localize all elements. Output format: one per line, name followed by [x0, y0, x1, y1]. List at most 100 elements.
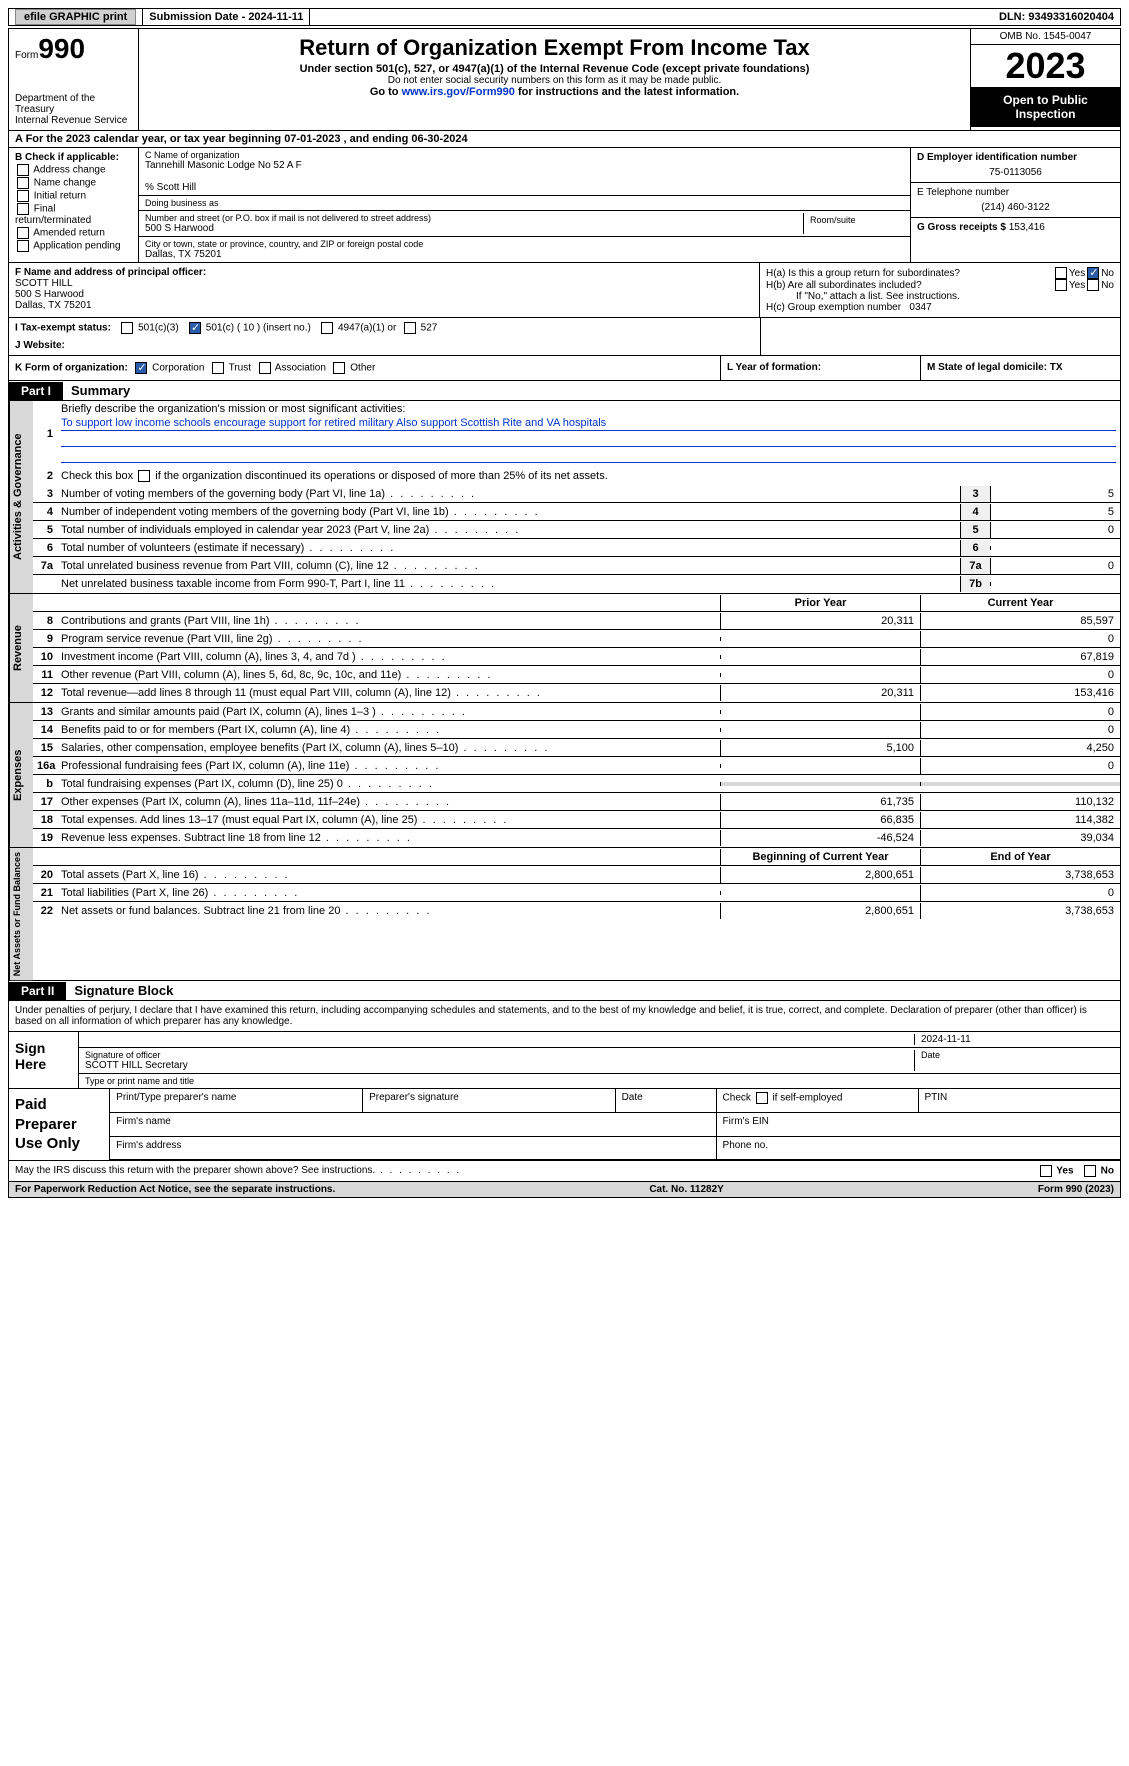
officer-label: F Name and address of principal officer: [15, 267, 753, 278]
chk-address-change[interactable]: Address change [15, 164, 132, 176]
chk-self-employed[interactable] [756, 1092, 768, 1104]
hb-question: H(b) Are all subordinates included? [766, 280, 1053, 291]
chk-trust[interactable] [212, 362, 224, 374]
summary-governance: Activities & Governance 1 Briefly descri… [8, 401, 1121, 594]
dept-label: Department of the Treasury Internal Reve… [15, 93, 132, 126]
chk-501c[interactable] [189, 322, 201, 334]
prep-sig-label: Preparer's signature [363, 1089, 615, 1113]
part2-tag: Part II [9, 982, 66, 1000]
part2-header: Part II Signature Block [8, 981, 1121, 1001]
mission-label: Briefly describe the organization's miss… [61, 403, 405, 415]
efile-button[interactable]: efile GRAPHIC print [15, 9, 136, 25]
chk-corp[interactable] [135, 362, 147, 374]
chk-assoc[interactable] [259, 362, 271, 374]
mission-text: To support low income schools encourage … [61, 417, 1116, 431]
form-label: Form [15, 50, 38, 61]
summary-row: bTotal fundraising expenses (Part IX, co… [33, 775, 1120, 793]
summary-row: 10Investment income (Part VIII, column (… [33, 648, 1120, 666]
summary-row: 17Other expenses (Part IX, column (A), l… [33, 793, 1120, 811]
phone-label: Phone no. [716, 1136, 1120, 1159]
form-id-box: Form990 Department of the Treasury Inter… [9, 29, 139, 130]
hb-no[interactable] [1087, 279, 1099, 291]
col-d-numbers: D Employer identification number 75-0113… [910, 148, 1120, 262]
summary-row: 16aProfessional fundraising fees (Part I… [33, 757, 1120, 775]
summary-row: 18Total expenses. Add lines 13–17 (must … [33, 811, 1120, 829]
form-title: Return of Organization Exempt From Incom… [147, 35, 962, 61]
city-state-zip: Dallas, TX 75201 [145, 249, 904, 260]
officer-addr1: 500 S Harwood [15, 289, 753, 300]
discuss-no[interactable] [1084, 1165, 1096, 1177]
goto-suffix: for instructions and the latest informat… [515, 86, 739, 98]
hdr-prior-year: Prior Year [720, 595, 920, 611]
part2-title: Signature Block [66, 981, 181, 1000]
summary-row: 13Grants and similar amounts paid (Part … [33, 703, 1120, 721]
ein-label: D Employer identification number [917, 152, 1114, 163]
discuss-yes[interactable] [1040, 1165, 1052, 1177]
chk-final-return[interactable]: Final return/terminated [15, 203, 132, 226]
org-name: Tannehill Masonic Lodge No 52 A F [145, 160, 904, 171]
prep-date-label: Date [615, 1089, 716, 1113]
ha-yes[interactable] [1055, 267, 1067, 279]
gross-label: G Gross receipts $ [917, 222, 1006, 233]
hdr-beginning: Beginning of Current Year [720, 849, 920, 865]
date-label: Date [921, 1050, 1114, 1060]
chk-discontinued[interactable] [138, 470, 150, 482]
summary-row: 5Total number of individuals employed in… [33, 521, 1120, 539]
summary-net-assets: Net Assets or Fund Balances Beginning of… [8, 848, 1121, 981]
chk-527[interactable] [404, 322, 416, 334]
top-bar: efile GRAPHIC print Submission Date - 20… [8, 8, 1121, 26]
ssn-note: Do not enter social security numbers on … [147, 75, 962, 86]
dln: DLN: 93493316020404 [993, 9, 1120, 25]
summary-row: 12Total revenue—add lines 8 through 11 (… [33, 684, 1120, 702]
prep-name-label: Print/Type preparer's name [110, 1089, 362, 1113]
sign-here-label: Sign Here [9, 1032, 79, 1088]
form-number: 990 [38, 33, 85, 64]
room-label: Room/suite [804, 213, 904, 234]
open-inspection: Open to Public Inspection [971, 87, 1120, 127]
chk-name-change[interactable]: Name change [15, 177, 132, 189]
part1-tag: Part I [9, 382, 63, 400]
hc-label: H(c) Group exemption number [766, 302, 901, 313]
chk-amended-return[interactable]: Amended return [15, 227, 132, 239]
state-domicile: M State of legal domicile: TX [927, 362, 1063, 373]
omb-number: OMB No. 1545-0047 [971, 29, 1120, 45]
tel-label: E Telephone number [917, 187, 1114, 198]
care-of: % Scott Hill [145, 182, 904, 193]
hdr-end: End of Year [920, 849, 1120, 865]
form-subtitle: Under section 501(c), 527, or 4947(a)(1)… [147, 63, 962, 75]
perjury-statement: Under penalties of perjury, I declare th… [8, 1001, 1121, 1032]
chk-4947[interactable] [321, 322, 333, 334]
preparer-table: Print/Type preparer's name Preparer's si… [110, 1089, 1120, 1160]
vlabel-net: Net Assets or Fund Balances [9, 848, 33, 980]
line2-text: Check this box if the organization disco… [61, 470, 608, 482]
footer-row: For Paperwork Reduction Act Notice, see … [8, 1182, 1121, 1198]
dba-label: Doing business as [145, 198, 904, 208]
form-org-label: K Form of organization: [15, 363, 128, 374]
submission-date: Submission Date - 2024-11-11 [143, 9, 310, 25]
gross-value: 153,416 [1009, 222, 1045, 233]
discuss-row: May the IRS discuss this return with the… [8, 1161, 1121, 1182]
chk-initial-return[interactable]: Initial return [15, 190, 132, 202]
chk-501c3[interactable] [121, 322, 133, 334]
summary-row: 9Program service revenue (Part VIII, lin… [33, 630, 1120, 648]
summary-row: 21Total liabilities (Part X, line 26)0 [33, 884, 1120, 902]
ha-no[interactable] [1087, 267, 1099, 279]
summary-expenses: Expenses 13Grants and similar amounts pa… [8, 703, 1121, 848]
part1-title: Summary [63, 381, 138, 400]
website-label: J Website: [15, 340, 65, 351]
irs-link[interactable]: www.irs.gov/Form990 [402, 86, 515, 98]
officer-addr2: Dallas, TX 75201 [15, 300, 753, 311]
summary-row: 19Revenue less expenses. Subtract line 1… [33, 829, 1120, 847]
summary-row: 8Contributions and grants (Part VIII, li… [33, 612, 1120, 630]
form-id-foot: Form 990 (2023) [1038, 1184, 1114, 1195]
firm-name-label: Firm's name [110, 1113, 716, 1136]
ha-question: H(a) Is this a group return for subordin… [766, 268, 1053, 279]
year-box: OMB No. 1545-0047 2023 Open to Public In… [970, 29, 1120, 130]
summary-row: 22Net assets or fund balances. Subtract … [33, 902, 1120, 920]
hb-yes[interactable] [1055, 279, 1067, 291]
chk-other[interactable] [333, 362, 345, 374]
discuss-question: May the IRS discuss this return with the… [15, 1165, 461, 1176]
chk-application-pending[interactable]: Application pending [15, 240, 132, 252]
section-a-period: A For the 2023 calendar year, or tax yea… [8, 131, 1121, 148]
summary-row: 4Number of independent voting members of… [33, 503, 1120, 521]
